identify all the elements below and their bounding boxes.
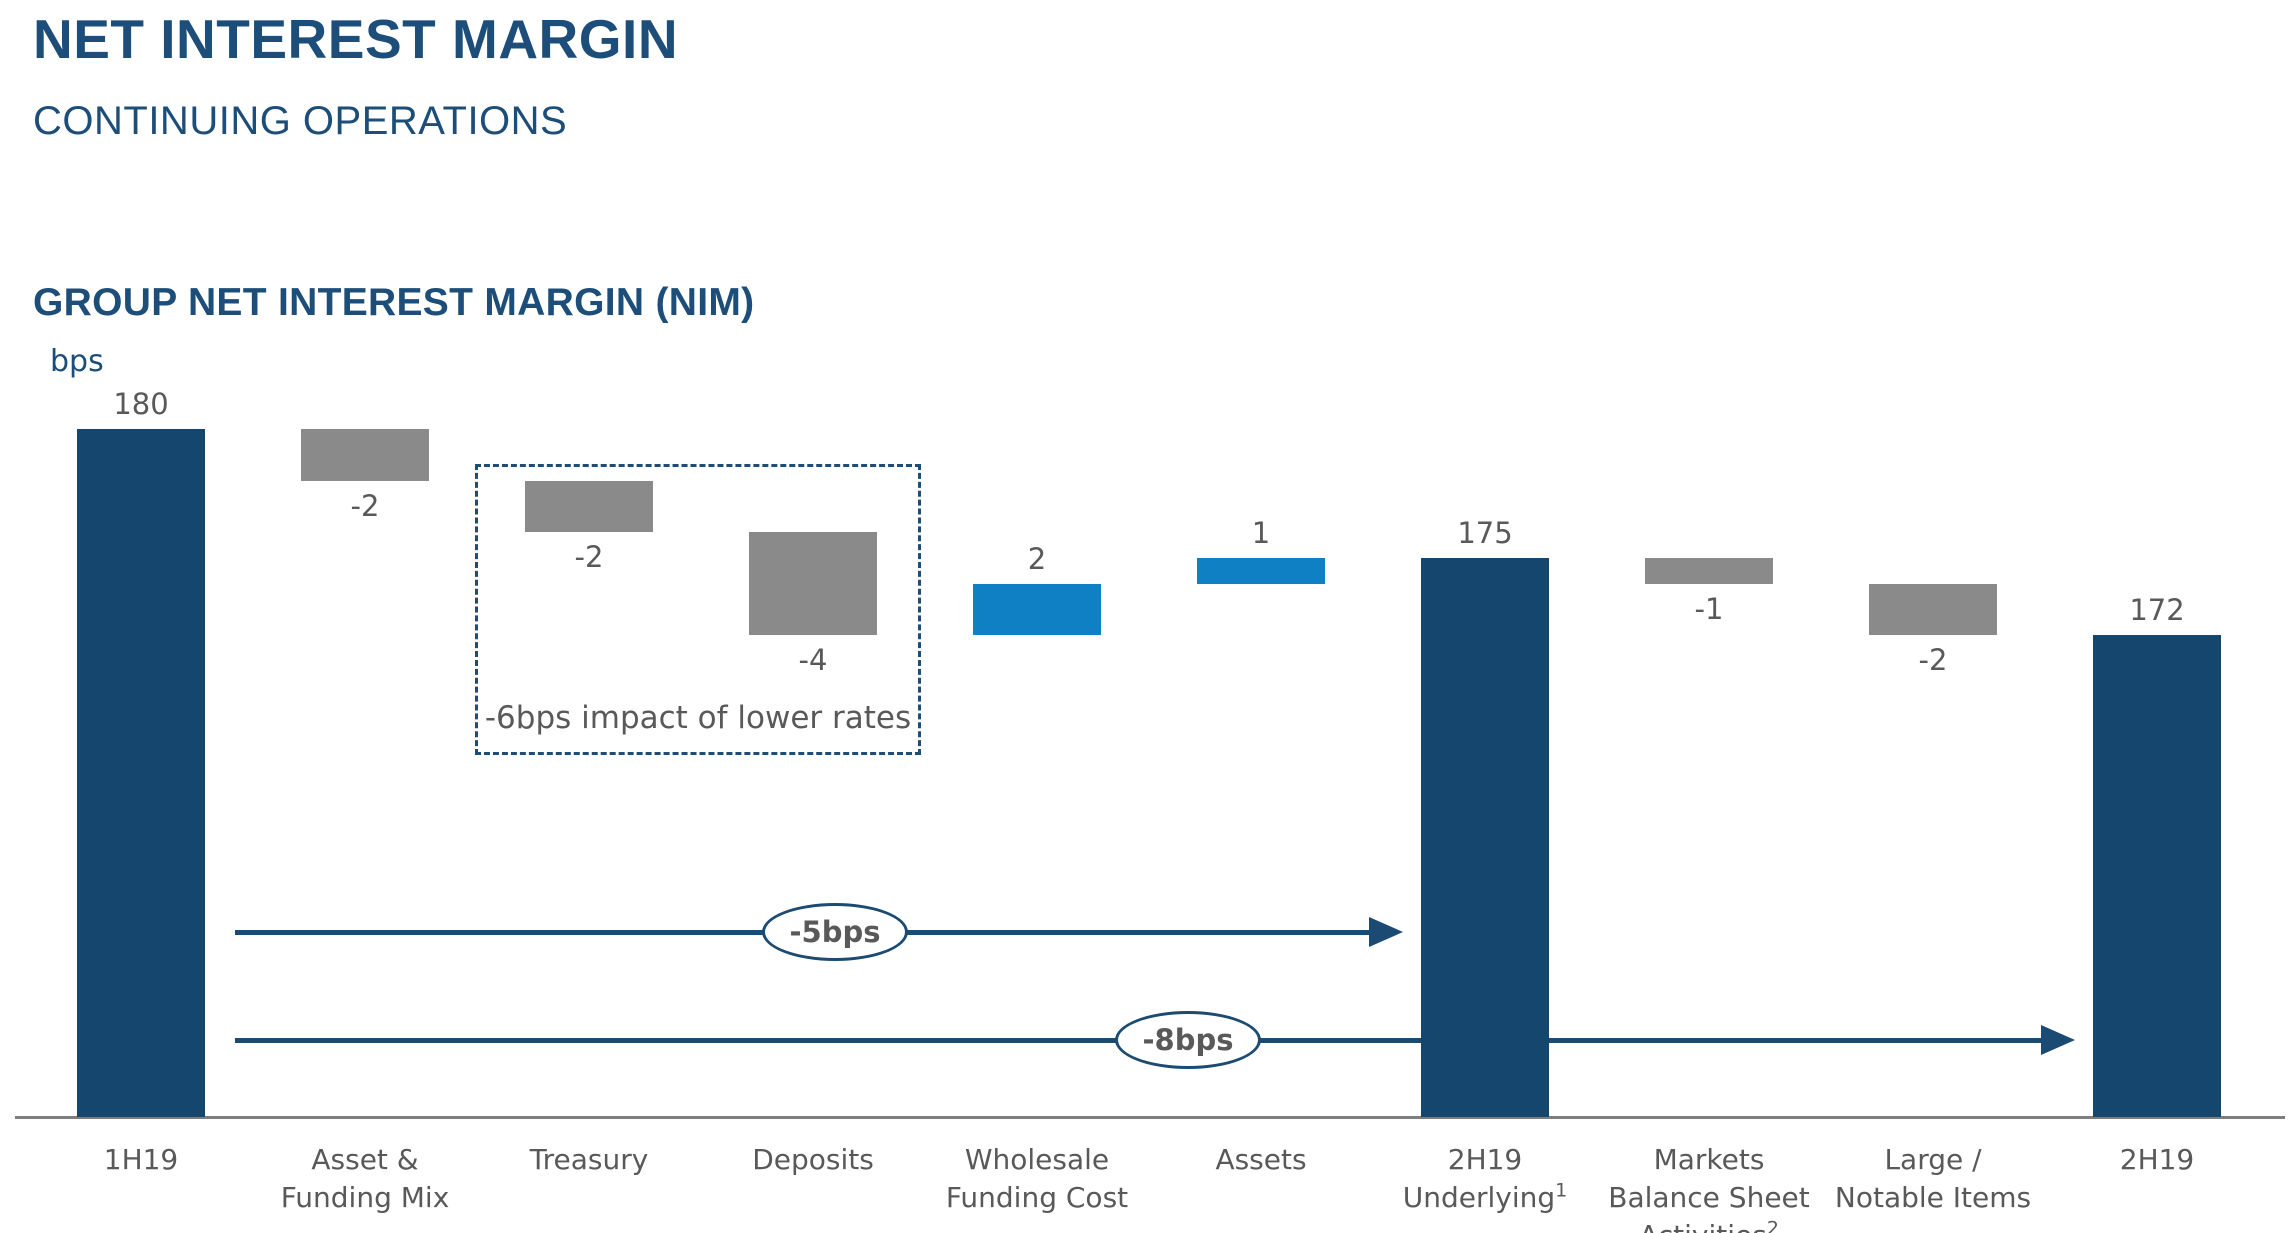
value-label: 175 <box>1457 516 1513 550</box>
value-label: -4 <box>798 643 828 678</box>
bar-large-notableitems <box>1869 583 1997 636</box>
value-label: 180 <box>113 387 169 421</box>
bar-2h19 <box>2093 635 2221 1117</box>
bar-wholesale-fundingcost <box>973 583 1101 636</box>
axis-unit-label: bps <box>50 344 104 379</box>
category-label: 2H19 Underlying1 <box>1402 1143 1568 1214</box>
bar-asset-fundingmix <box>301 429 429 481</box>
page-title: NET INTEREST MARGIN <box>33 8 679 70</box>
category-label: Asset & Funding Mix <box>280 1143 450 1214</box>
x-axis-line <box>15 1116 2285 1119</box>
value-label: 2 <box>1027 541 1047 576</box>
category-label: Deposits <box>752 1143 874 1176</box>
value-label: 1 <box>1251 516 1271 550</box>
category-label: Large / Notable Items <box>1834 1143 2032 1214</box>
value-label: -2 <box>1918 643 1948 678</box>
arrow-badge-5bps: -5bps <box>762 903 908 961</box>
category-label: Assets <box>1215 1143 1307 1176</box>
page-subtitle: CONTINUING OPERATIONS <box>33 99 568 143</box>
category-label: 1H19 <box>103 1143 179 1176</box>
chart-title: GROUP NET INTEREST MARGIN (NIM) <box>33 281 755 324</box>
value-label: -1 <box>1694 591 1724 626</box>
arrow-head-icon <box>1369 917 1403 947</box>
bar-markets-balancesheet-activities <box>1645 558 1773 584</box>
impact-annotation-box: -6bps impact of lower rates <box>475 464 921 755</box>
bar-2h19-underlying <box>1421 558 1549 1117</box>
arrow-badge-8bps: -8bps <box>1115 1011 1261 1069</box>
category-label: Wholesale Funding Cost <box>945 1143 1129 1214</box>
value-label: -2 <box>574 540 604 575</box>
bar-1h19 <box>77 429 205 1117</box>
bar-assets <box>1197 558 1325 584</box>
category-label: Treasury <box>529 1143 649 1176</box>
bar-deposits <box>749 532 877 636</box>
impact-annotation-text: -6bps impact of lower rates <box>484 700 912 736</box>
category-label: 2H19 <box>2119 1143 2195 1176</box>
arrow-head-icon <box>2041 1025 2075 1055</box>
value-label: 172 <box>2129 593 2185 628</box>
bar-treasury <box>525 480 653 533</box>
value-label: -2 <box>350 488 380 523</box>
